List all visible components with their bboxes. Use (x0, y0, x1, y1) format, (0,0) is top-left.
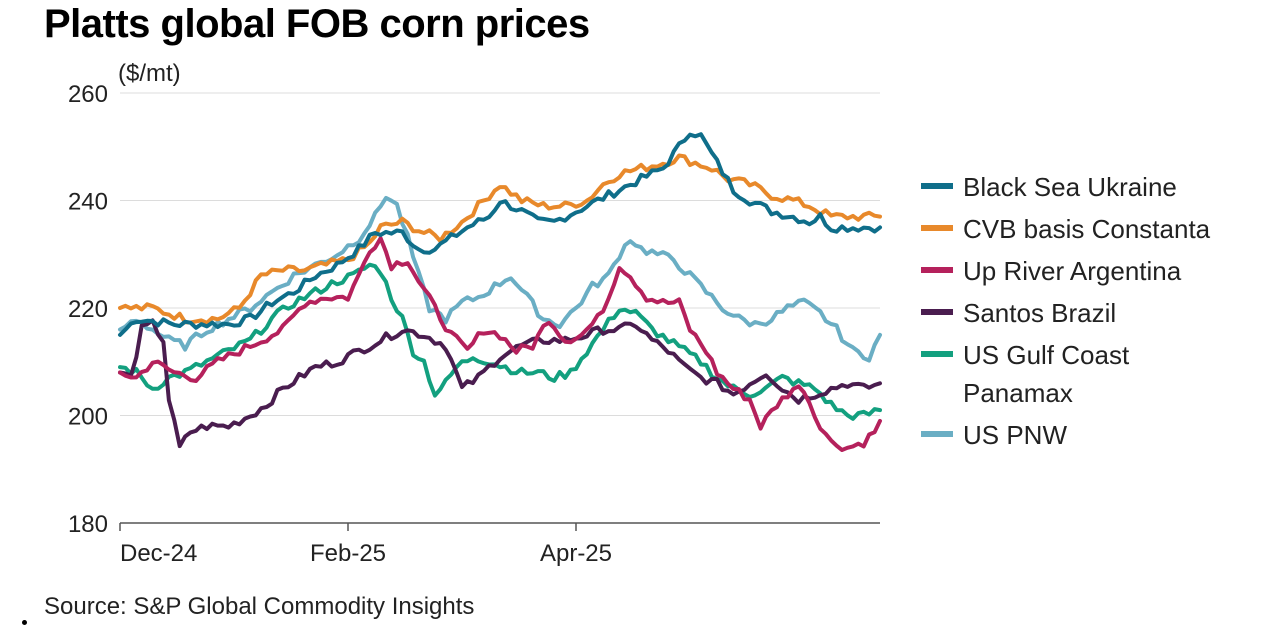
y-tick-label: 180 (68, 511, 108, 538)
series-line-cvb-basis-constanta (118, 153, 882, 325)
legend-swatch-icon (921, 225, 953, 231)
legend-label: US Gulf Coast Panamax (963, 340, 1130, 408)
series-line-us-pnw (118, 195, 882, 363)
y-tick-label: 240 (68, 189, 108, 216)
x-axis-ticks: Dec-24 Feb-25 Apr-25 (119, 523, 612, 567)
series-lines (118, 132, 882, 452)
y-tick-label: 200 (68, 404, 108, 431)
legend-swatch-icon (921, 431, 953, 437)
legend-swatch-icon (921, 351, 953, 357)
legend-label: Up River Argentina (963, 256, 1182, 286)
legend-label: CVB basis Constanta (963, 214, 1211, 244)
series-line-us-gulf-coast-panamax (118, 262, 882, 421)
legend-swatch-icon (921, 309, 953, 315)
legend-item: CVB basis Constanta (921, 210, 1251, 248)
bullet-dot (22, 620, 27, 625)
legend-item: US PNW (921, 416, 1251, 454)
gridlines (120, 92, 880, 524)
legend-label: Santos Brazil (963, 298, 1117, 328)
chart-title: Platts global FOB corn prices (44, 2, 590, 46)
x-tick-label: Feb-25 (310, 540, 386, 567)
x-tick-label: Dec-24 (120, 540, 197, 567)
legend-label: Black Sea Ukraine (963, 172, 1177, 202)
legend-item: US Gulf Coast Panamax (921, 336, 1251, 412)
source-note: Source: S&P Global Commodity Insights (44, 593, 475, 620)
series-line-up-river-argentina (118, 236, 882, 452)
y-axis-ticks: 180 200 220 240 260 (68, 81, 108, 538)
series-line-black-sea-ukraine (118, 132, 882, 337)
series-line-santos-brazil (118, 318, 882, 449)
legend-swatch-icon (921, 267, 953, 273)
y-tick-label: 220 (68, 296, 108, 323)
y-axis-unit-label: ($/mt) (118, 60, 181, 87)
legend-item: Up River Argentina (921, 252, 1251, 290)
legend-swatch-icon (921, 183, 953, 189)
legend-item: Santos Brazil (921, 294, 1251, 332)
y-tick-label: 260 (68, 81, 108, 108)
x-tick-label: Apr-25 (540, 540, 612, 567)
legend-label: US PNW (963, 420, 1067, 450)
legend-item: Black Sea Ukraine (921, 168, 1251, 206)
legend: Black Sea Ukraine CVB basis Constanta Up… (921, 168, 1251, 458)
